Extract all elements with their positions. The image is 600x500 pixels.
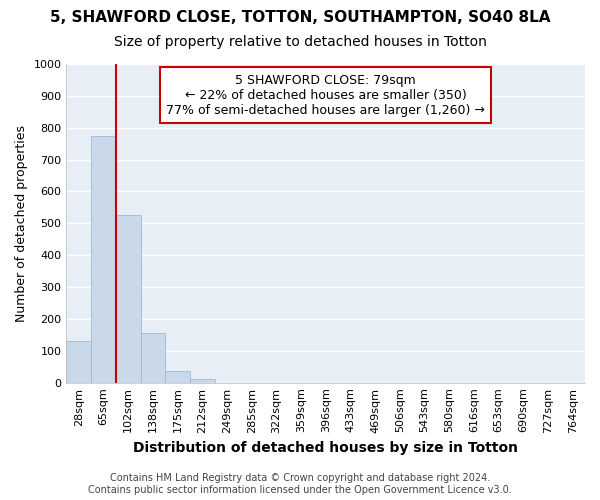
Bar xyxy=(140,334,165,382)
Y-axis label: Number of detached properties: Number of detached properties xyxy=(15,125,28,322)
Bar xyxy=(165,370,190,382)
Text: Size of property relative to detached houses in Totton: Size of property relative to detached ho… xyxy=(113,35,487,49)
Text: Contains HM Land Registry data © Crown copyright and database right 2024.
Contai: Contains HM Land Registry data © Crown c… xyxy=(88,474,512,495)
Bar xyxy=(67,342,91,382)
Bar xyxy=(91,136,116,382)
Text: 5, SHAWFORD CLOSE, TOTTON, SOUTHAMPTON, SO40 8LA: 5, SHAWFORD CLOSE, TOTTON, SOUTHAMPTON, … xyxy=(50,10,550,25)
Text: 5 SHAWFORD CLOSE: 79sqm
← 22% of detached houses are smaller (350)
77% of semi-d: 5 SHAWFORD CLOSE: 79sqm ← 22% of detache… xyxy=(166,74,485,116)
X-axis label: Distribution of detached houses by size in Totton: Distribution of detached houses by size … xyxy=(133,441,518,455)
Bar xyxy=(116,216,140,382)
Bar xyxy=(190,379,215,382)
